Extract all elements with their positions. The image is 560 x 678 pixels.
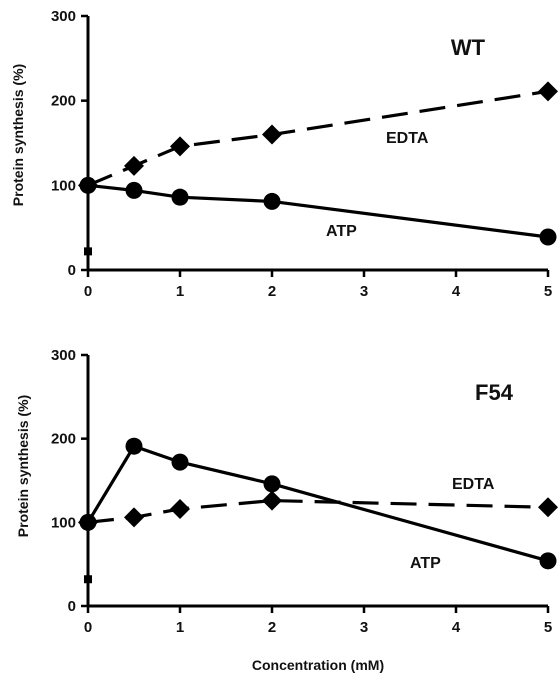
x-tick-label: 1	[176, 283, 184, 300]
x-tick-label: 0	[84, 619, 92, 636]
point-edta	[538, 497, 558, 518]
point-square	[84, 575, 92, 584]
point-edta	[262, 124, 282, 145]
series-label-edta: EDTA	[386, 130, 429, 147]
x-tick-label: 2	[268, 283, 276, 300]
x-axis-label: Concentration (mM)	[252, 657, 384, 673]
point-atp	[539, 228, 557, 246]
series-label-atp: ATP	[326, 223, 357, 240]
ticks: 0 1 2 3 4 5 0 100 200 300	[51, 8, 552, 300]
point-square	[84, 247, 92, 256]
series-label-atp: ATP	[410, 555, 441, 572]
y-tick-label: 100	[51, 177, 76, 194]
point-edta	[262, 490, 282, 511]
y-tick-label: 300	[51, 347, 76, 364]
series-line-atp	[86, 444, 549, 563]
y-axis-label: Protein synthesis (%)	[15, 395, 31, 537]
x-tick-label: 3	[360, 283, 368, 300]
x-tick-label: 3	[360, 619, 368, 636]
point-edta	[124, 155, 144, 176]
chart-panel-wt: Protein synthesis (%) WT 0 1 2 3 4 5 0 100 200 30…	[10, 8, 558, 300]
x-tick-label: 2	[268, 619, 276, 636]
x-tick-label: 4	[452, 283, 461, 300]
y-tick-label: 100	[51, 514, 76, 531]
x-tick-label: 5	[544, 619, 552, 636]
point-atp	[125, 437, 143, 455]
point-edta	[170, 498, 190, 519]
series-line-edta	[87, 498, 549, 524]
chart-title: WT	[451, 35, 486, 60]
series-label-edta: EDTA	[452, 476, 495, 493]
series-group	[78, 81, 558, 256]
point-edta	[170, 136, 190, 157]
point-atp	[171, 453, 189, 471]
series-group	[78, 437, 558, 584]
point-atp	[263, 192, 281, 210]
x-tick-label: 5	[544, 283, 552, 300]
point-edta	[124, 507, 144, 528]
y-tick-label: 0	[68, 598, 76, 615]
ticks: 0 1 2 3 4 5 0 100 200 300	[51, 347, 552, 636]
x-tick-label: 1	[176, 619, 184, 636]
point-atp	[79, 176, 97, 194]
y-tick-label: 0	[68, 262, 76, 279]
series-line-atp	[87, 183, 549, 239]
y-axis-label: Protein synthesis (%)	[10, 64, 26, 206]
point-atp	[263, 475, 281, 493]
chart-panel-f54: Protein synthesis (%) F54 0 1 2 3 4 5 0 100 200 3…	[15, 347, 558, 673]
point-atp	[539, 552, 557, 570]
x-tick-label: 0	[84, 283, 92, 300]
chart-title: F54	[475, 380, 514, 405]
y-tick-label: 200	[51, 93, 76, 110]
point-atp	[125, 181, 143, 199]
series-line-edta	[87, 89, 549, 187]
point-edta	[538, 81, 558, 102]
point-atp	[79, 513, 97, 531]
y-tick-label: 300	[51, 8, 76, 25]
x-tick-label: 4	[452, 619, 461, 636]
y-tick-label: 200	[51, 431, 76, 448]
point-atp	[171, 188, 189, 206]
